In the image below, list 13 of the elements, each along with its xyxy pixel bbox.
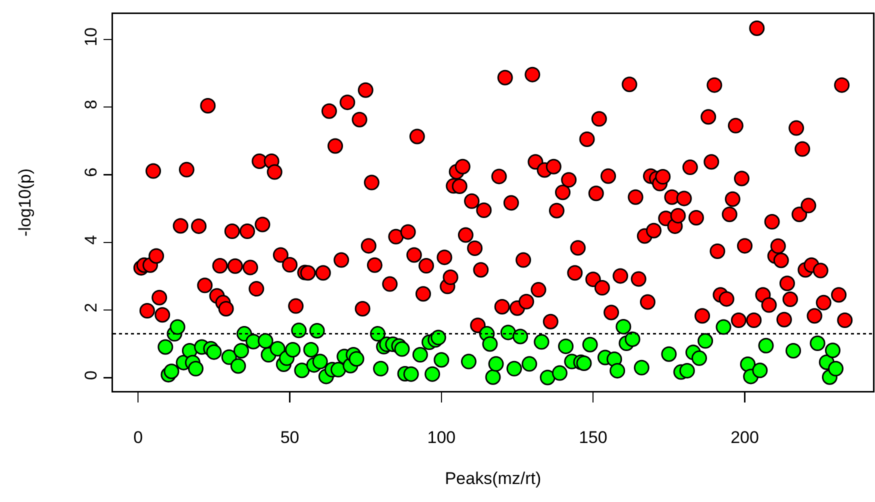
y-tick-label: 10 <box>82 27 101 46</box>
y-tick-label: 6 <box>82 167 101 177</box>
y-tick-label: 0 <box>82 370 101 380</box>
x-tick-label: 0 <box>133 428 143 447</box>
x-axis-title: Peaks(mz/rt) <box>444 469 542 488</box>
y-tick-label: 4 <box>82 235 101 245</box>
x-tick-label: 150 <box>578 428 608 447</box>
y-tick-label: 8 <box>82 100 101 110</box>
x-tick-label: 100 <box>427 428 456 447</box>
x-tick-label: 50 <box>280 428 300 447</box>
y-axis-title: -log10(p) <box>16 168 34 237</box>
x-tick-label: 200 <box>730 428 759 447</box>
y-tick-label: 2 <box>82 302 101 312</box>
